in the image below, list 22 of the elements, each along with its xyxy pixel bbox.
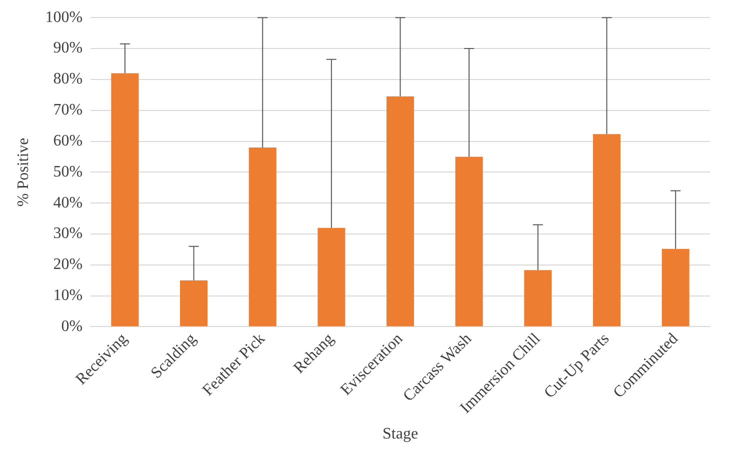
bar	[592, 134, 621, 326]
bar	[318, 228, 346, 326]
bar	[455, 156, 483, 326]
bar	[180, 280, 208, 326]
y-tick-label: 70%	[53, 102, 83, 119]
y-tick-label: 20%	[53, 256, 83, 274]
y-tick-label: 40%	[53, 194, 83, 212]
bar	[111, 73, 139, 326]
y-axis-title: % Positive	[14, 138, 32, 207]
y-tick-label: 100%	[45, 8, 83, 26]
y-tick-label: 90%	[53, 40, 83, 57]
bar	[386, 96, 414, 326]
y-tick-label: 10%	[53, 287, 83, 304]
y-tick-label: 0%	[61, 318, 83, 335]
y-tick-label: 80%	[53, 70, 83, 88]
bar	[248, 147, 276, 326]
y-tick-label: 50%	[53, 163, 83, 180]
y-tick-label: 60%	[53, 132, 83, 150]
x-axis-title: Stage	[382, 426, 418, 443]
bar	[662, 248, 690, 326]
y-tick-label: 30%	[53, 225, 83, 242]
bar	[524, 270, 552, 326]
